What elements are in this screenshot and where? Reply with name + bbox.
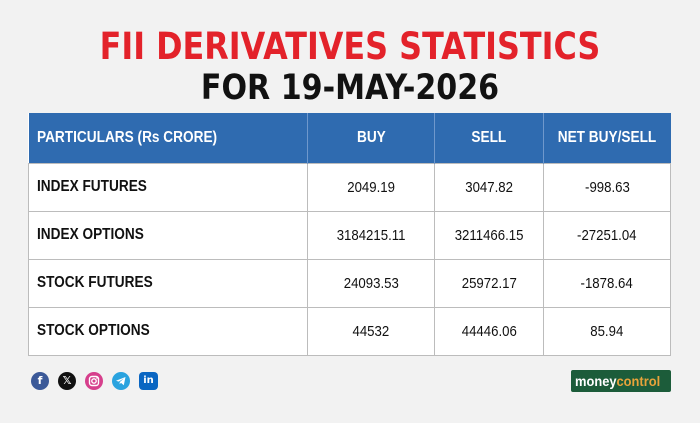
column-header-particulars: PARTICULARS (Rs CRORE) [28,113,308,163]
column-header-net: NET BUY/SELL [543,113,671,163]
brand-money: money [575,373,617,389]
cell-particular: STOCK OPTIONS [28,306,308,356]
stats-table: PARTICULARS (Rs CRORE) BUY SELL NET BUY/… [28,113,671,356]
table-row: INDEX OPTIONS 3184215.11 3211466.15 -272… [28,210,671,260]
cell-net: -1878.64 [543,258,671,308]
cell-particular: INDEX OPTIONS [28,210,308,260]
derivatives-table: PARTICULARS (Rs CRORE) BUY SELL NET BUY/… [28,113,671,356]
cell-sell: 44446.06 [434,306,544,356]
title-line-2: FOR 19-MAY-2026 [200,68,500,108]
table-row: INDEX FUTURES 2049.19 3047.82 -998.63 [28,162,671,212]
cell-buy: 24093.53 [307,258,435,308]
column-header-sell: SELL [434,113,544,163]
cell-net: 85.94 [543,306,671,356]
cell-sell: 25972.17 [434,258,544,308]
instagram-icon[interactable] [85,372,103,390]
cell-net: -998.63 [543,162,671,212]
cell-sell: 3047.82 [434,162,544,212]
cell-sell: 3211466.15 [434,210,544,260]
cell-net: -27251.04 [543,210,671,260]
x-icon[interactable]: 𝕏 [58,372,76,390]
cell-buy: 2049.19 [307,162,435,212]
column-header-buy: BUY [307,113,435,163]
cell-particular: STOCK FUTURES [28,258,308,308]
cell-buy: 44532 [307,306,435,356]
facebook-icon[interactable]: f [31,372,49,390]
table-row: STOCK FUTURES 24093.53 25972.17 -1878.64 [28,258,671,308]
brand-control: control [616,373,661,389]
moneycontrol-logo: moneycontrol [571,370,671,392]
cell-buy: 3184215.11 [307,210,435,260]
telegram-icon[interactable] [112,372,130,390]
cell-particular: INDEX FUTURES [28,162,308,212]
title-line-1: FII DERIVATIVES STATISTICS [99,25,601,68]
table-header-row: PARTICULARS (Rs CRORE) BUY SELL NET BUY/… [28,113,671,163]
linkedin-icon[interactable]: in [139,372,158,390]
table-row: STOCK OPTIONS 44532 44446.06 85.94 [28,306,671,356]
